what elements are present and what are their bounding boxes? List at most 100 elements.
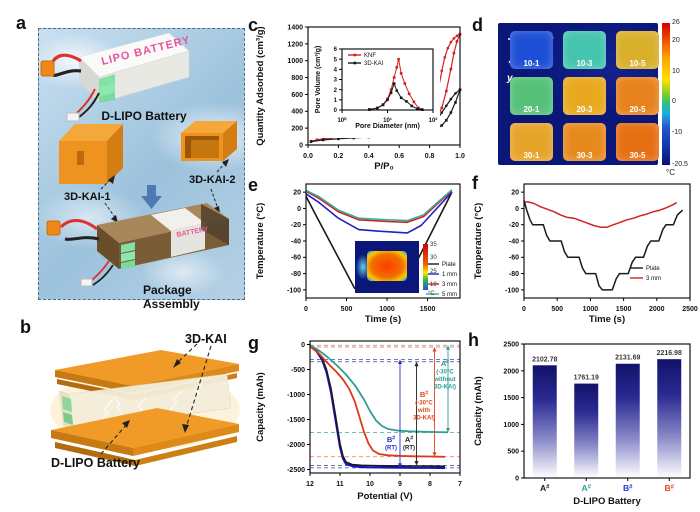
- kai2-side: [223, 121, 237, 161]
- kai1-top: [59, 124, 123, 141]
- green-cell: [62, 396, 72, 412]
- kai2-cavity-wall: [191, 140, 219, 158]
- thermal-cell-label: 20-5: [629, 105, 646, 114]
- svg-text:-80: -80: [509, 271, 519, 278]
- panel-f-chart: 0 500 1000 1500 2000 2500 20 0 -20 -40 -60 -80 -100 T…: [468, 172, 700, 341]
- svg-text:2216.98: 2216.98: [657, 350, 682, 357]
- svg-text:10¹: 10¹: [383, 117, 392, 124]
- svg-text:2500: 2500: [503, 341, 519, 348]
- svg-text:20: 20: [511, 190, 519, 197]
- inset-colorbar-unit: °C: [428, 291, 435, 297]
- thermal-cell-label: 10-1: [523, 59, 540, 68]
- thermal-colorbar: [662, 23, 670, 165]
- svg-text:0: 0: [522, 306, 526, 313]
- panel-d-thermal: x y 10-110-310-520-120-320-530-130-330-5…: [470, 15, 700, 177]
- svg-text:600: 600: [291, 92, 303, 99]
- svg-text:Time (s): Time (s): [365, 314, 401, 325]
- y-axis-letter: y: [506, 73, 513, 84]
- svg-text:Pore Volume (cm³/g): Pore Volume (cm³/g): [315, 46, 322, 114]
- thermal-image: x y 10-110-310-520-120-320-530-130-330-5: [498, 23, 659, 165]
- panel-a-drawing: BATTERY: [40, 32, 237, 287]
- package-band-top: [151, 208, 205, 231]
- svg-text:-500: -500: [291, 367, 305, 374]
- svg-text:A#: A#: [441, 359, 449, 368]
- panel-h-label: h: [468, 330, 479, 350]
- kai1-notch: [77, 151, 84, 165]
- svg-text:3 mm: 3 mm: [646, 276, 661, 282]
- svg-text:1000: 1000: [503, 422, 519, 429]
- svg-text:KNF: KNF: [364, 53, 376, 59]
- svg-text:without: without: [433, 377, 455, 383]
- svg-text:-1500: -1500: [287, 417, 305, 424]
- svg-text:0.8: 0.8: [425, 153, 435, 160]
- assembly-label: Package Assembly: [143, 283, 200, 311]
- thermal-cell-label: 20-1: [523, 105, 540, 114]
- thermal-cell-label: 30-1: [523, 151, 540, 160]
- bottom-slab-layer: [135, 436, 237, 466]
- xt-connector: [40, 60, 55, 77]
- svg-text:20: 20: [293, 190, 301, 197]
- svg-text:5: 5: [334, 57, 338, 63]
- svg-text:-20: -20: [509, 222, 519, 229]
- package-band-front: [171, 223, 205, 257]
- thermal-cell-label: 20-3: [576, 105, 593, 114]
- jst-connector: [80, 278, 93, 287]
- jst-connector: [66, 112, 80, 122]
- panel-d-label: d: [472, 15, 483, 35]
- svg-text:1400: 1400: [287, 24, 303, 31]
- svg-text:1500: 1500: [420, 306, 436, 313]
- svg-text:Temperature (°C): Temperature (°C): [255, 203, 266, 279]
- svg-text:500: 500: [341, 306, 353, 313]
- panel-g-label: g: [248, 333, 259, 353]
- svg-text:3D-KAI): 3D-KAI): [413, 416, 435, 422]
- svg-text:0.6: 0.6: [394, 153, 404, 160]
- svg-text:-2000: -2000: [287, 442, 305, 449]
- thermal-cell-label: 30-5: [629, 151, 646, 160]
- package-green-cell: [121, 260, 135, 269]
- thermal-cell: 30-1: [510, 123, 553, 161]
- kai2-label: 3D-KAI-2: [189, 174, 236, 186]
- svg-text:-2500: -2500: [287, 467, 305, 474]
- svg-text:1: 1: [334, 98, 338, 104]
- thermal-cell: 30-5: [616, 123, 659, 161]
- svg-text:B#: B#: [623, 483, 633, 493]
- red-lead: [90, 260, 110, 282]
- thermal-cell: 10-3: [563, 31, 606, 69]
- thermal-cell: 10-5: [616, 31, 659, 69]
- svg-text:Pore Diameter (nm): Pore Diameter (nm): [355, 123, 420, 130]
- inset-glow: [356, 255, 370, 279]
- thermal-cell-label: 10-5: [629, 59, 646, 68]
- colorbar-tick: -10: [672, 128, 683, 136]
- svg-text:1000: 1000: [379, 306, 395, 313]
- package-right-cap: [201, 204, 229, 245]
- chart-f-svg: 0 500 1000 1500 2000 2500 20 0 -20 -40 -60 -80 -100 T…: [473, 183, 698, 325]
- package-green-cell: [121, 242, 135, 253]
- svg-text:A#: A#: [582, 483, 592, 493]
- thermal-colorbar-unit: °C: [666, 168, 675, 177]
- svg-text:1.0: 1.0: [455, 153, 465, 160]
- svg-text:3D-KAI): 3D-KAI): [434, 385, 456, 391]
- thermal-cell: 20-1: [510, 77, 553, 115]
- battery-label: D-LIPO Battery: [101, 109, 187, 123]
- top-slab-edge: [55, 370, 133, 393]
- black-wire: [64, 236, 100, 241]
- svg-text:1500: 1500: [503, 395, 519, 402]
- panel-f-label: f: [472, 173, 478, 193]
- battery-label: D-LIPO Battery: [51, 456, 140, 470]
- svg-text:3: 3: [334, 78, 338, 84]
- svg-text:-20: -20: [291, 222, 301, 229]
- thermal-cell: 30-3: [563, 123, 606, 161]
- svg-text:3D-KAI: 3D-KAI: [364, 61, 384, 67]
- svg-text:2131.69: 2131.69: [615, 355, 640, 362]
- svg-text:7: 7: [458, 481, 462, 488]
- kai1-label: 3D-KAI-1: [64, 191, 111, 203]
- panel-b-label: b: [20, 317, 31, 337]
- top-slab: [55, 350, 239, 386]
- green-cell: [63, 412, 73, 425]
- thermal-cell: 20-3: [563, 77, 606, 115]
- svg-text:0.2: 0.2: [334, 153, 344, 160]
- thermal-cell: 20-5: [616, 77, 659, 115]
- svg-text:D-LIPO Battery: D-LIPO Battery: [573, 496, 641, 507]
- svg-text:500: 500: [507, 449, 519, 456]
